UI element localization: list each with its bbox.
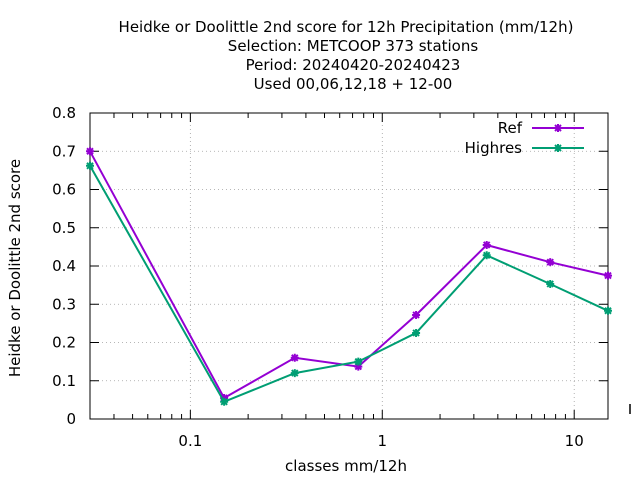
axes: 0 0.1 0.2 0.3 0.4 0.5 0.6 0.7 0.8 0.1 1 10	[52, 104, 631, 450]
y-tick-label: 0.7	[52, 142, 76, 160]
y-tick-label: 0.2	[52, 334, 76, 352]
data-point-ref	[354, 362, 363, 371]
x-tick-label: 10	[565, 432, 584, 450]
y-tick-label: 0.4	[52, 257, 76, 275]
y-axis-label: Heidke or Doolittle 2nd score	[6, 159, 24, 377]
grid	[90, 113, 608, 419]
series-line-highres	[89, 165, 609, 404]
y-tick-label: 0.5	[52, 219, 76, 237]
data-point-highres	[86, 161, 94, 170]
data-point-highres	[220, 397, 229, 406]
legend-marker-ref	[554, 124, 562, 132]
y-tick-label: 0.6	[52, 181, 76, 199]
data-point-ref	[290, 353, 299, 362]
data-point-highres	[412, 328, 421, 337]
series-layer	[86, 147, 612, 406]
y-tick-label: 0.3	[52, 295, 76, 313]
data-point-highres	[482, 251, 491, 260]
x-tick-label: 0.1	[178, 432, 202, 450]
legend-marker-highres	[554, 144, 562, 152]
legend: Ref Highres	[465, 119, 584, 157]
series-line-ref	[89, 150, 609, 400]
x-axis-label: classes mm/12h	[285, 457, 407, 475]
y-tick-label: 0	[66, 410, 76, 428]
plot-frame	[89, 112, 609, 420]
data-point-ref	[412, 310, 421, 319]
data-point-highres	[604, 306, 612, 315]
data-point-ref	[546, 258, 555, 267]
data-point-ref	[604, 271, 612, 280]
chart-title: Heidke or Doolittle 2nd score for 12h Pr…	[119, 18, 574, 93]
y-tick-label: 0.1	[52, 372, 76, 390]
title-line-4: Used 00,06,12,18 + 12-00	[254, 75, 453, 93]
x-tick-label: 1	[378, 432, 388, 450]
data-point-highres	[546, 279, 555, 288]
title-line-3: Period: 20240420-20240423	[246, 56, 461, 74]
legend-label-highres: Highres	[465, 139, 523, 157]
title-line-1: Heidke or Doolittle 2nd score for 12h Pr…	[119, 18, 574, 36]
data-point-highres	[290, 369, 299, 378]
data-point-ref	[482, 240, 491, 249]
y-tick-label: 0.8	[52, 104, 76, 122]
data-point-ref	[86, 147, 94, 156]
legend-label-ref: Ref	[498, 119, 523, 137]
data-point-highres	[354, 357, 363, 366]
title-line-2: Selection: METCOOP 373 stations	[228, 37, 479, 55]
